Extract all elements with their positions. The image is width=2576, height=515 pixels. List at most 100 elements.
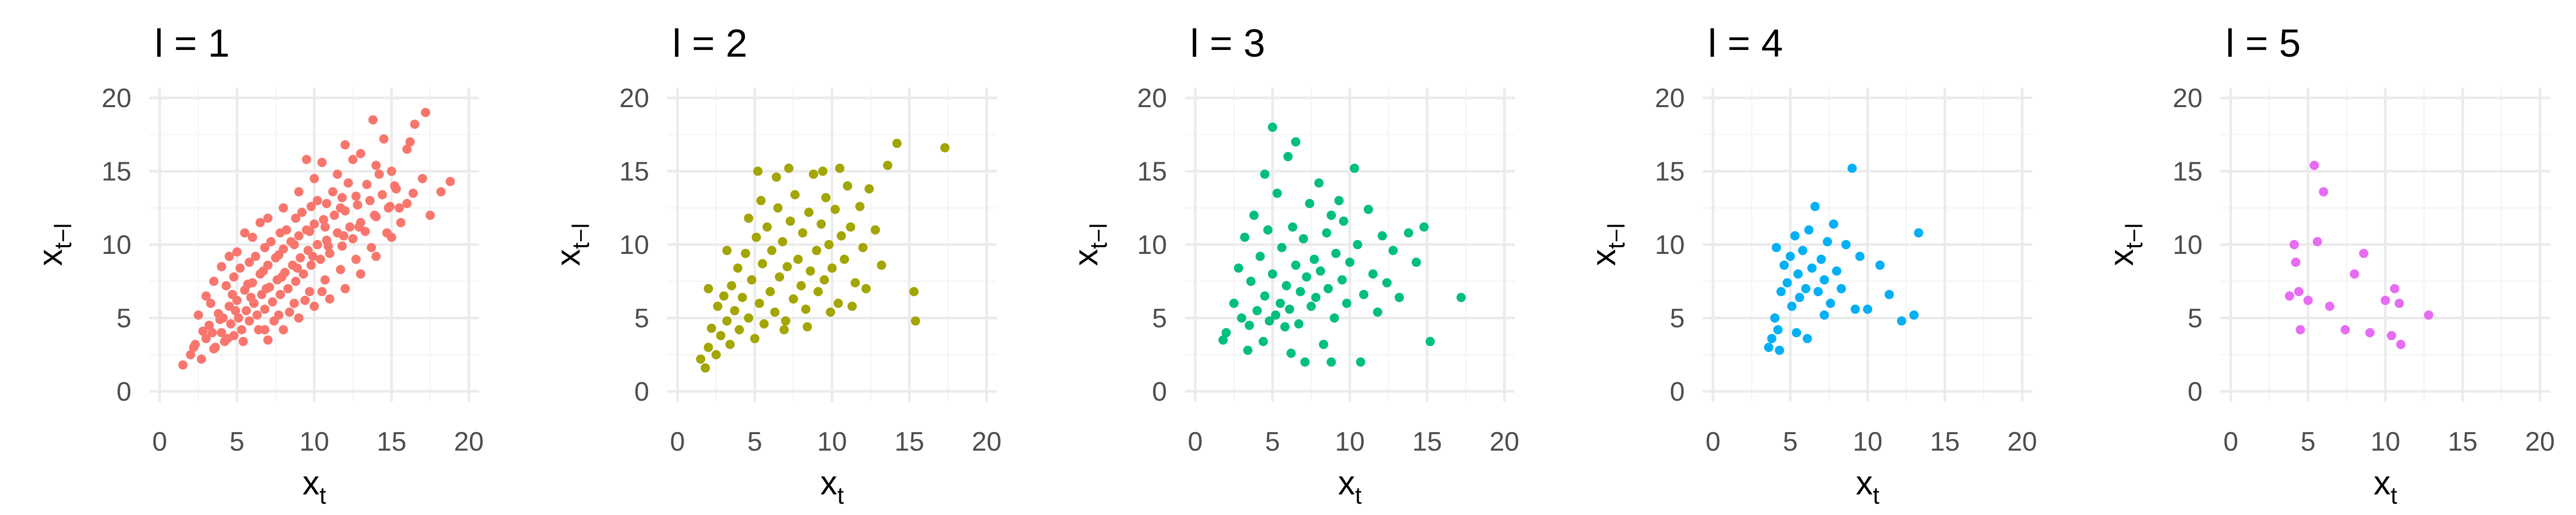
scatter-point bbox=[722, 246, 732, 255]
x-tick-label: 15 bbox=[2448, 427, 2478, 457]
y-tick-label: 10 bbox=[619, 230, 649, 260]
scatter-point bbox=[317, 158, 327, 167]
scatter-point bbox=[719, 291, 728, 301]
scatter-point bbox=[1885, 289, 1894, 299]
scatter-point bbox=[741, 249, 750, 259]
panel-2: l = 2 0 5 10 15 20 0 5 10 15 20 xt xt−l bbox=[549, 22, 1002, 509]
scatter-point bbox=[2365, 328, 2375, 337]
scatter-point bbox=[733, 263, 742, 273]
scatter-point bbox=[834, 299, 843, 308]
scatter-point bbox=[446, 177, 455, 186]
scatter-point bbox=[209, 277, 218, 286]
scatter-point bbox=[790, 190, 800, 200]
x-tick-label: 10 bbox=[817, 427, 847, 457]
x-tick-label: 5 bbox=[1265, 427, 1280, 457]
scatter-point bbox=[1291, 260, 1300, 270]
x-axis-title: xt bbox=[1338, 464, 1362, 509]
x-tick-label: 5 bbox=[2301, 427, 2316, 457]
scatter-point bbox=[756, 196, 766, 205]
scatter-point bbox=[269, 316, 279, 326]
scatter-point bbox=[1259, 337, 1268, 347]
scatter-point bbox=[2387, 331, 2396, 340]
scatter-point bbox=[339, 231, 348, 241]
scatter-point bbox=[809, 169, 818, 179]
y-tick-label: 5 bbox=[1152, 304, 1167, 334]
x-tick-label: 20 bbox=[2007, 427, 2037, 457]
scatter-point bbox=[367, 243, 376, 252]
scatter-point bbox=[378, 190, 387, 200]
scatter-point bbox=[835, 163, 844, 173]
scatter-point bbox=[225, 251, 234, 261]
y-tick-label: 15 bbox=[2173, 157, 2202, 187]
scatter-point bbox=[1342, 299, 1351, 308]
scatter-point bbox=[786, 216, 795, 226]
scatter-point bbox=[2319, 187, 2328, 197]
scatter-point bbox=[1294, 319, 1303, 329]
scatter-point bbox=[883, 161, 892, 170]
scatter-point bbox=[245, 316, 254, 326]
panel-title: l = 2 bbox=[672, 22, 748, 65]
scatter-point bbox=[2424, 310, 2433, 320]
scatter-point bbox=[1305, 199, 1314, 209]
scatter-point bbox=[305, 287, 314, 297]
scatter-point bbox=[402, 199, 412, 209]
y-tick-label: 10 bbox=[2173, 230, 2202, 260]
scatter-point bbox=[1334, 196, 1344, 205]
x-tick-label: 15 bbox=[1412, 427, 1442, 457]
scatter-point bbox=[266, 237, 276, 247]
scatter-point bbox=[1388, 246, 1398, 255]
scatter-point bbox=[392, 184, 401, 194]
scatter-point bbox=[325, 294, 334, 304]
scatter-point bbox=[1793, 269, 1803, 279]
scatter-point bbox=[410, 119, 419, 129]
scatter-point bbox=[1291, 137, 1300, 147]
scatter-point bbox=[752, 232, 761, 242]
scatter-point bbox=[239, 337, 248, 347]
scatter-point bbox=[1245, 320, 1254, 330]
scatter-point bbox=[1331, 249, 1341, 259]
scatter-point bbox=[892, 139, 902, 148]
scatter-point bbox=[1851, 304, 1860, 314]
scatter-point bbox=[1897, 316, 1906, 326]
scatter-point bbox=[1260, 169, 1269, 179]
scatter-point bbox=[1382, 278, 1392, 288]
scatter-point bbox=[1222, 328, 1231, 337]
scatter-point bbox=[735, 325, 744, 335]
scatter-point bbox=[1337, 275, 1347, 285]
scatter-point bbox=[317, 287, 327, 297]
scatter-point bbox=[178, 360, 188, 370]
scatter-point bbox=[371, 161, 381, 170]
y-tick-label: 15 bbox=[101, 157, 131, 187]
scatter-point bbox=[846, 222, 855, 232]
scatter-point bbox=[1787, 301, 1797, 311]
scatter-point bbox=[1764, 342, 1773, 352]
scatter-point bbox=[704, 284, 713, 294]
scatter-point bbox=[1909, 310, 1919, 320]
scatter-point bbox=[1378, 231, 1387, 241]
scatter-point bbox=[1246, 277, 1256, 286]
scatter-point bbox=[341, 140, 350, 150]
scatter-point bbox=[783, 262, 792, 271]
scatter-point bbox=[260, 304, 269, 314]
scatter-point bbox=[784, 163, 793, 173]
x-tick-label: 15 bbox=[1930, 427, 1960, 457]
scatter-point bbox=[1345, 258, 1354, 267]
scatter-point bbox=[296, 253, 305, 263]
scatter-point bbox=[2313, 237, 2322, 247]
scatter-point bbox=[803, 322, 812, 332]
scatter-point bbox=[818, 166, 827, 176]
x-tick-label: 20 bbox=[1489, 427, 1519, 457]
scatter-point bbox=[426, 211, 435, 220]
scatter-point bbox=[248, 232, 257, 242]
scatter-point bbox=[744, 213, 753, 223]
scatter-point bbox=[1848, 163, 1857, 173]
scatter-point bbox=[747, 275, 756, 285]
panel-title: l = 5 bbox=[2226, 22, 2301, 65]
x-axis-title: xt bbox=[1856, 464, 1879, 509]
x-tick-label: 10 bbox=[2370, 427, 2400, 457]
x-tick-label: 0 bbox=[1188, 427, 1203, 457]
scatter-points bbox=[178, 108, 455, 370]
scatter-point bbox=[812, 246, 821, 255]
scatter-point bbox=[356, 269, 365, 279]
x-tick-label: 5 bbox=[748, 427, 762, 457]
